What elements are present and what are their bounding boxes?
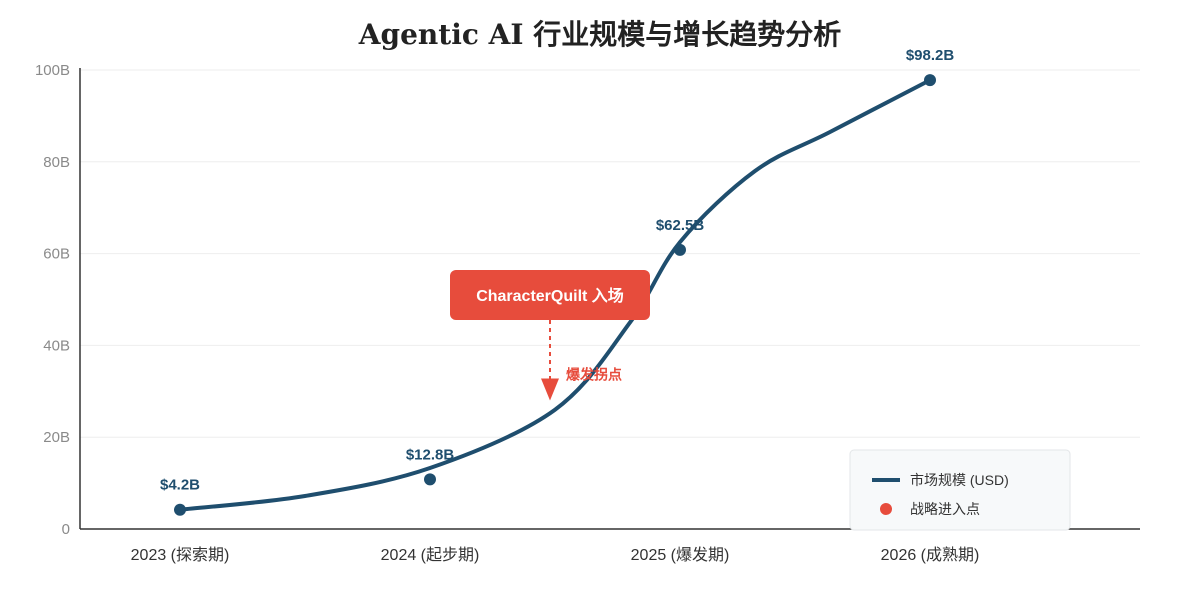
data-point [174,503,186,516]
axis-layer: 0 20B 40B 60B 80B 100B 2023 (探索期) 2024 (起步期) 202… [35,62,1140,564]
x-tick-label: 2024 (起步期) [381,546,480,564]
callout-label: CharacterQuilt 入场 [476,287,624,305]
y-tick-label: 80B [43,154,70,171]
y-tick-label: 60B [43,246,70,263]
legend-box [849,449,1071,531]
legend: 市场规模 (USD) 战略进入点 [849,449,1071,531]
chart-title: Agentic AI 行业规模与增长趋势分析 [358,18,841,51]
callout-note: 爆发拐点 [566,366,622,382]
y-tick-label: 20B [43,429,70,446]
data-label: $98.2B [906,47,955,64]
legend-label: 市场规模 (USD) [910,472,1009,488]
callout-arrow-head [541,378,559,401]
y-tick-label: 100B [35,62,70,79]
series-layer: $4.2B $12.8B $62.5B $98.2B [160,47,954,516]
y-tick-label: 40B [43,337,70,354]
market-size-line [178,78,932,512]
legend-label: 战略进入点 [910,501,980,517]
data-label: $62.5B [656,217,705,234]
data-label: $4.2B [160,477,200,494]
legend-dot-marker [880,503,892,515]
data-point [924,74,936,87]
grid-layer [80,69,1140,438]
data-point [424,473,436,486]
x-tick-label: 2026 (成熟期) [881,546,980,564]
data-point [674,243,686,256]
callout-box [450,270,650,320]
y-tick-label: 0 [62,521,70,538]
x-tick-label: 2025 (爆发期) [631,545,730,564]
x-tick-label: 2023 (探索期) [131,546,230,564]
data-label: $12.8B [406,446,455,463]
